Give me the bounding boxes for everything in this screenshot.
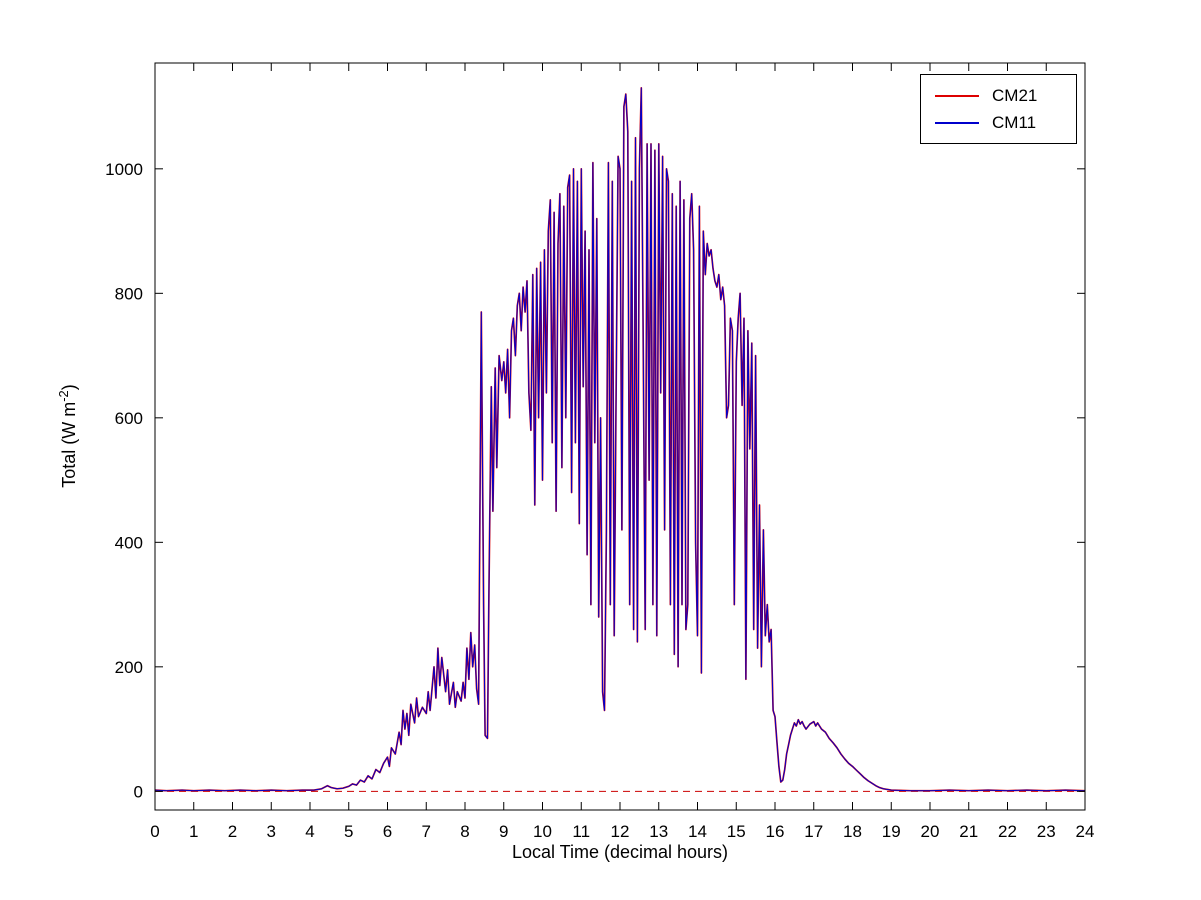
x-tick-label: 7 [422,822,431,841]
x-tick-label: 5 [344,822,353,841]
x-tick-label: 24 [1076,822,1095,841]
x-tick-label: 14 [688,822,707,841]
x-tick-label: 17 [804,822,823,841]
x-tick-label: 10 [533,822,552,841]
x-tick-label: 19 [882,822,901,841]
x-tick-label: 6 [383,822,392,841]
series-line-cm11 [154,87,1086,792]
x-tick-label: 1 [189,822,198,841]
x-tick-label: 4 [305,822,314,841]
x-tick-label: 20 [921,822,940,841]
x-tick-label: 13 [649,822,668,841]
x-tick-label: 18 [843,822,862,841]
x-tick-label: 12 [611,822,630,841]
y-axis-label-close: ) [59,384,79,391]
x-tick-label: 16 [766,822,785,841]
cm21-label: CM21 [992,86,1038,105]
y-axis-label-exponent: -2 [56,390,71,402]
cm11-line-sample [935,121,979,124]
x-tick-label: 8 [460,822,469,841]
cm11-label: CM11 [992,113,1037,132]
legend-item-cm11: CM11 [921,109,1076,136]
x-tick-label: 2 [228,822,237,841]
legend: CM21 CM11 [920,74,1077,144]
y-tick-label: 1000 [105,160,143,179]
x-tick-label: 21 [959,822,978,841]
y-tick-label: 0 [134,782,143,801]
x-tick-label: 22 [998,822,1017,841]
legend-item-cm21: CM21 [921,82,1076,109]
y-axis-label: Total (W m-2) [56,384,80,488]
x-tick-label: 15 [727,822,746,841]
x-tick-label: 11 [572,822,590,841]
x-axis-label: Local Time (decimal hours) [511,842,729,862]
cm21-line-sample [935,94,979,97]
x-tick-label: 0 [150,822,159,841]
y-tick-label: 400 [115,533,143,552]
y-tick-label: 800 [115,284,143,303]
x-tick-label: 3 [267,822,276,841]
x-tick-label: 23 [1037,822,1056,841]
y-tick-label: 600 [115,409,143,428]
x-tick-label: 9 [499,822,508,841]
y-tick-label: 200 [115,658,143,677]
y-axis-label-text: Total (W m [59,401,79,488]
